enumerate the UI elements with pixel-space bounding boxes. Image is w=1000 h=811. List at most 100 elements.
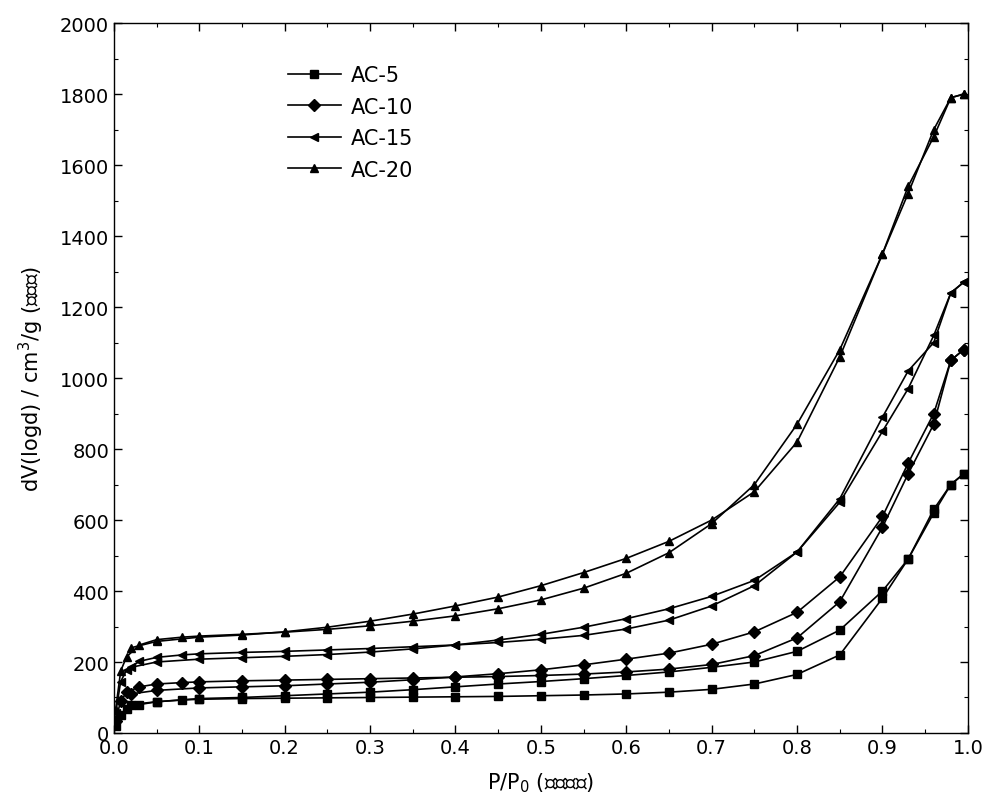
AC-10 [279, 676, 291, 685]
AC-20 [492, 604, 504, 614]
AC-10 [110, 716, 122, 726]
AC-20 [791, 420, 803, 430]
AC-5 [236, 694, 248, 704]
AC-20 [945, 94, 957, 104]
AC-10 [133, 682, 145, 692]
AC-10 [407, 673, 419, 683]
AC-20 [407, 616, 419, 626]
AC-10 [449, 672, 461, 682]
AC-5 [193, 694, 205, 704]
AC-20 [834, 345, 846, 355]
AC-20 [902, 182, 914, 192]
AC-5 [876, 594, 888, 603]
AC-15 [407, 642, 419, 652]
AC-10 [876, 522, 888, 532]
AC-5 [110, 721, 122, 731]
AC-15 [535, 635, 547, 645]
AC-20 [364, 621, 376, 631]
AC-5 [364, 693, 376, 702]
AC-10 [706, 660, 718, 670]
AC-10 [492, 672, 504, 681]
AC-15 [620, 624, 632, 634]
AC-15 [748, 581, 760, 591]
Line: AC-20: AC-20 [111, 91, 968, 714]
AC-10 [193, 677, 205, 687]
AC-10 [902, 470, 914, 479]
AC-15 [115, 677, 127, 687]
AC-15 [902, 367, 914, 376]
AC-20 [110, 706, 122, 715]
Line: AC-15: AC-15 [111, 279, 968, 718]
AC-10 [958, 345, 970, 355]
AC-20 [193, 632, 205, 642]
AC-20 [876, 250, 888, 260]
AC-5 [958, 470, 970, 479]
AC-15 [706, 601, 718, 611]
AC-20 [279, 628, 291, 637]
Legend: AC-5, AC-10, AC-15, AC-20: AC-5, AC-10, AC-15, AC-20 [278, 56, 424, 191]
AC-5 [578, 690, 590, 700]
AC-20 [121, 652, 133, 662]
AC-10 [321, 675, 333, 684]
AC-10 [945, 356, 957, 366]
AC-20 [176, 633, 188, 642]
AC-5 [663, 688, 675, 697]
AC-15 [791, 547, 803, 557]
AC-5 [115, 710, 127, 720]
AC-20 [748, 480, 760, 490]
AC-10 [928, 420, 940, 430]
AC-10 [748, 651, 760, 661]
AC-5 [121, 704, 133, 714]
AC-5 [133, 700, 145, 710]
AC-15 [364, 644, 376, 654]
AC-15 [193, 649, 205, 659]
AC-10 [791, 633, 803, 643]
AC-15 [449, 641, 461, 650]
AC-15 [133, 657, 145, 667]
AC-15 [945, 289, 957, 298]
AC-15 [834, 494, 846, 504]
AC-10 [364, 674, 376, 684]
AC-10 [578, 669, 590, 679]
AC-20 [449, 611, 461, 621]
AC-5 [902, 555, 914, 564]
AC-20 [706, 519, 718, 529]
AC-5 [176, 695, 188, 705]
AC-15 [958, 278, 970, 288]
AC-15 [321, 646, 333, 655]
AC-5 [407, 693, 419, 702]
Y-axis label: dV(logd) / cm$^3$/g (吸附量): dV(logd) / cm$^3$/g (吸附量) [17, 266, 46, 491]
AC-10 [535, 671, 547, 680]
AC-5 [748, 680, 760, 689]
AC-20 [535, 595, 547, 605]
AC-5 [151, 697, 163, 706]
AC-10 [121, 688, 133, 697]
AC-20 [663, 548, 675, 558]
AC-20 [133, 641, 145, 650]
AC-10 [663, 664, 675, 674]
AC-10 [620, 667, 632, 677]
AC-10 [176, 678, 188, 688]
AC-20 [958, 90, 970, 100]
AC-5 [279, 693, 291, 703]
AC-10 [151, 680, 163, 689]
AC-20 [321, 624, 333, 634]
AC-15 [928, 338, 940, 348]
AC-10 [834, 597, 846, 607]
AC-5 [706, 684, 718, 694]
Line: AC-5: AC-5 [111, 470, 968, 730]
AC-15 [110, 709, 122, 719]
AC-20 [236, 629, 248, 639]
AC-15 [151, 653, 163, 663]
X-axis label: P/P$_0$ (相对压力): P/P$_0$ (相对压力) [487, 770, 594, 794]
AC-10 [236, 676, 248, 686]
AC-5 [791, 670, 803, 680]
AC-20 [578, 584, 590, 594]
AC-5 [321, 693, 333, 703]
AC-5 [620, 689, 632, 699]
AC-15 [876, 413, 888, 423]
Line: AC-10: AC-10 [111, 346, 968, 725]
AC-15 [492, 637, 504, 647]
AC-15 [121, 665, 133, 675]
AC-15 [279, 646, 291, 656]
